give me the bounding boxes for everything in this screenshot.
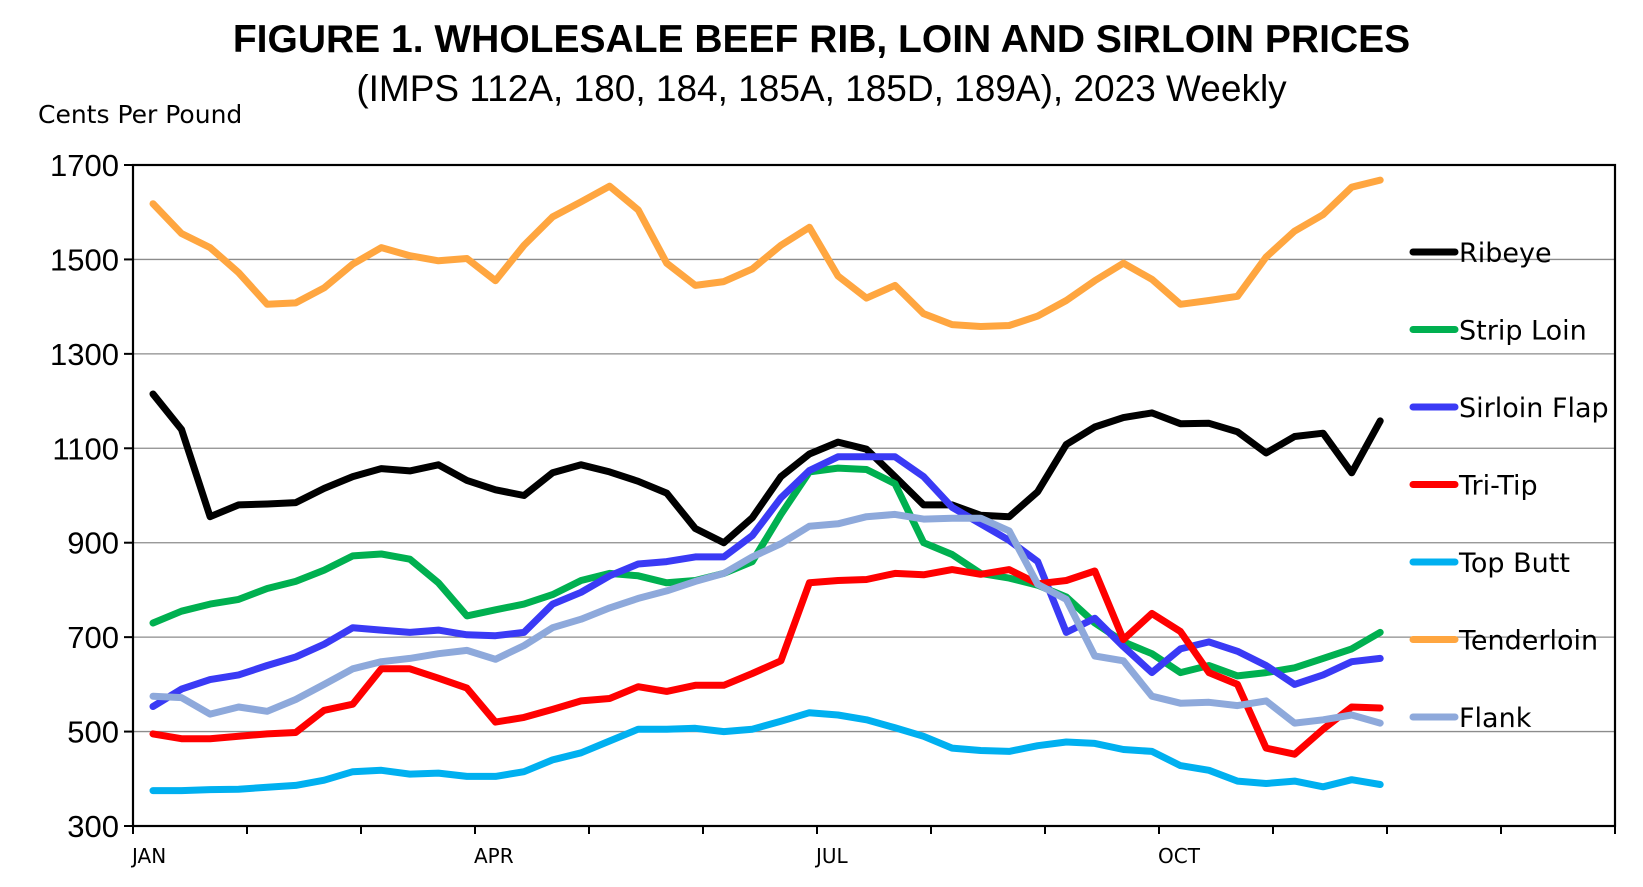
y-tick-label: 300 — [67, 809, 119, 844]
legend-label: Tenderloin — [1458, 626, 1598, 657]
x-tick-label: APR — [474, 844, 514, 868]
series-line-strip-loin — [149, 464, 1384, 680]
legend-label: Top Butt — [1458, 548, 1570, 579]
y-tick-label: 1100 — [52, 431, 119, 466]
chart-subtitle: (IMPS 112A, 180, 184, 185A, 185D, 189A),… — [356, 68, 1287, 109]
legend-label: Strip Loin — [1459, 316, 1587, 347]
legend-label: Tri-Tip — [1458, 471, 1538, 502]
x-tick-label: JAN — [130, 844, 166, 868]
y-axis-label: Cents Per Pound — [38, 100, 243, 129]
legend-label: Sirloin Flap — [1459, 393, 1609, 424]
legend-label: Flank — [1459, 703, 1532, 734]
chart-title: FIGURE 1. WHOLESALE BEEF RIB, LOIN AND S… — [232, 18, 1411, 61]
series-line-ribeye — [149, 390, 1384, 547]
series-line-top-butt — [149, 709, 1384, 795]
series-line-tenderloin — [149, 176, 1384, 330]
plot-frame — [131, 163, 1617, 828]
series-lines — [149, 176, 1384, 795]
axes — [124, 163, 1617, 834]
y-tick-label: 900 — [67, 526, 119, 561]
series-line-tri-tip — [149, 566, 1384, 758]
series-line-flank — [149, 510, 1384, 727]
y-tick-label: 1500 — [50, 242, 119, 277]
y-tick-labels: 300 500 700 900 1100 1300 1500 1700 — [50, 148, 119, 844]
y-tick-label: 1700 — [50, 148, 119, 183]
y-tick-label: 700 — [67, 620, 119, 655]
legend-label: Ribeye — [1459, 238, 1552, 269]
x-tick-labels: JAN APR JUL OCT — [130, 844, 1201, 868]
y-tick-label: 1300 — [50, 337, 119, 372]
x-tick-label: OCT — [1158, 844, 1201, 868]
legend: Ribeye Strip Loin Sirloin Flap Tri-Tip Top B… — [1409, 238, 1609, 734]
y-tick-label: 500 — [67, 715, 119, 750]
series-line-sirloin-flap — [149, 453, 1384, 710]
gridlines — [133, 164, 1615, 733]
x-tick-label: JUL — [814, 844, 849, 868]
